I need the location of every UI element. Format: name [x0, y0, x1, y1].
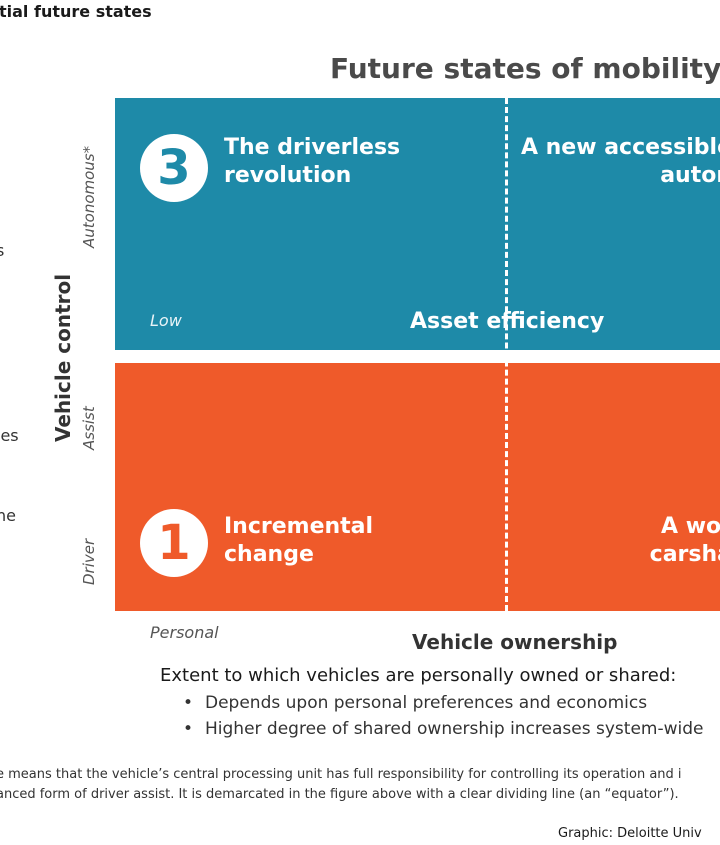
footnote-line: anced form of driver assist. It is demar…	[0, 787, 679, 802]
asset-efficiency-label: Asset efficiency	[410, 309, 605, 334]
quadrant-3-number-badge: 3	[140, 134, 208, 202]
quadrant-1-label: Incremental change	[224, 514, 374, 567]
bullet-dot-icon: •	[183, 719, 194, 739]
graphic-credit: Graphic: Deloitte Univ	[558, 826, 702, 841]
bullet-text: Higher degree of shared ownership increa…	[205, 719, 704, 739]
left-text-fragment: ne	[0, 506, 16, 525]
x-axis-title: Vehicle ownership	[412, 630, 618, 654]
left-text-fragment: ies	[0, 426, 19, 445]
y-level-driver: Driver	[80, 538, 98, 585]
x-axis-personal-label: Personal	[150, 623, 219, 642]
bullet-text: Depends upon personal preferences and ec…	[205, 693, 648, 713]
quadrant-3-label: The driverless revolution	[224, 135, 401, 188]
bullet-dot-icon: •	[183, 693, 194, 713]
y-axis-title: Vehicle control	[51, 273, 75, 442]
quadrant-4-label: A new accessible auton	[520, 135, 720, 188]
figure-header-title: tial future states	[0, 2, 152, 21]
quadrant-bottom-driver	[115, 363, 720, 611]
explanation-bullet: • Depends upon personal preferences and e…	[183, 693, 647, 713]
ownership-divider-line	[505, 98, 508, 611]
y-level-autonomous: Autonomous*	[80, 145, 98, 248]
explanation-bullet: • Higher degree of shared ownership incre…	[183, 719, 703, 739]
asset-efficiency-low-label: Low	[150, 311, 182, 330]
explanation-heading: Extent to which vehicles are personally …	[160, 665, 677, 686]
quadrant-1-number-badge: 1	[140, 509, 208, 577]
quadrant-top-autonomous	[115, 98, 720, 350]
left-text-fragment: s	[0, 241, 5, 260]
quadrant-2-label: A wor carsha	[649, 514, 720, 567]
diagram-title: Future states of mobility	[330, 52, 720, 85]
footnote-line: e means that the vehicle’s central proce…	[0, 767, 682, 782]
y-level-assist: Assist	[80, 406, 98, 450]
